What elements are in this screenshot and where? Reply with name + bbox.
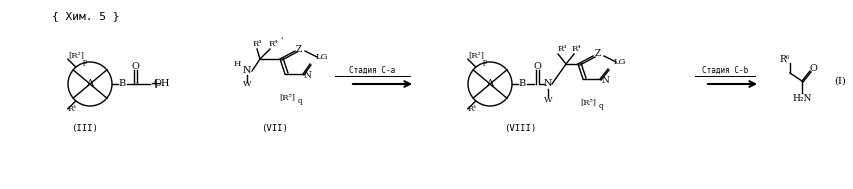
Text: { Хим. 5 }: { Хим. 5 } — [52, 11, 119, 21]
Text: H: H — [233, 60, 241, 68]
Text: R¹: R¹ — [467, 105, 476, 113]
Text: N: N — [242, 67, 251, 75]
Text: O: O — [532, 63, 540, 71]
Text: Стадия C-a: Стадия C-a — [349, 66, 395, 74]
Text: [R⁵]: [R⁵] — [279, 93, 294, 101]
Text: q: q — [598, 102, 602, 110]
Text: N: N — [543, 80, 552, 88]
Text: (I): (I) — [833, 77, 844, 85]
Text: W: W — [543, 96, 552, 104]
Text: R⁴: R⁴ — [268, 40, 277, 48]
Text: OH: OH — [154, 80, 171, 88]
Text: R¹: R¹ — [67, 105, 77, 113]
Text: q: q — [298, 97, 302, 105]
Text: (VII): (VII) — [261, 125, 288, 133]
Text: p: p — [482, 58, 487, 66]
Text: LG: LG — [316, 53, 328, 61]
Text: B: B — [518, 80, 525, 88]
Text: (VIII): (VIII) — [503, 125, 536, 133]
Text: R³: R³ — [557, 45, 566, 53]
Text: R⁶: R⁶ — [779, 54, 789, 64]
Text: Z: Z — [295, 44, 302, 53]
Text: [R²]: [R²] — [467, 51, 484, 59]
Text: +: + — [150, 75, 160, 93]
Text: ': ' — [280, 36, 281, 44]
Text: LG: LG — [613, 58, 625, 66]
Text: R⁴: R⁴ — [571, 45, 580, 53]
Text: Z: Z — [595, 50, 601, 59]
Text: O: O — [808, 64, 816, 74]
Text: H₂N: H₂N — [792, 94, 810, 104]
Text: (III): (III) — [72, 125, 98, 133]
Text: [R⁵]: [R⁵] — [579, 98, 595, 106]
Text: p: p — [83, 58, 87, 66]
Text: R³: R³ — [252, 40, 261, 48]
Text: A: A — [486, 80, 493, 88]
Text: N: N — [601, 77, 608, 85]
Text: [R²]: [R²] — [68, 51, 84, 59]
Text: N: N — [303, 71, 310, 81]
Text: O: O — [131, 63, 139, 71]
Text: Стадия C-b: Стадия C-b — [701, 66, 747, 74]
Text: B: B — [119, 80, 125, 88]
Text: A: A — [86, 80, 93, 88]
Text: W: W — [242, 80, 251, 88]
